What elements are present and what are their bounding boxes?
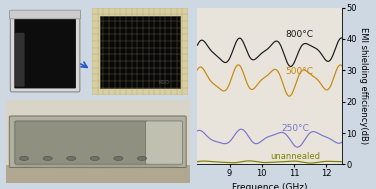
- Circle shape: [43, 156, 52, 160]
- Circle shape: [114, 156, 123, 160]
- Y-axis label: EMI shielding efficiency(dB): EMI shielding efficiency(dB): [359, 27, 368, 145]
- Text: 800°C: 800°C: [286, 30, 314, 39]
- Bar: [100, 16, 180, 88]
- FancyBboxPatch shape: [15, 33, 24, 87]
- Text: 250°C: 250°C: [281, 124, 309, 133]
- Text: 500°C: 500°C: [286, 67, 314, 76]
- FancyBboxPatch shape: [10, 10, 80, 19]
- FancyBboxPatch shape: [15, 121, 147, 164]
- Ellipse shape: [15, 163, 180, 168]
- Circle shape: [67, 156, 76, 160]
- FancyBboxPatch shape: [9, 116, 186, 167]
- X-axis label: Frequence (GHz): Frequence (GHz): [232, 183, 308, 189]
- Text: RGO: RGO: [159, 80, 170, 85]
- Circle shape: [20, 156, 29, 160]
- Circle shape: [90, 156, 99, 160]
- Text: unannealed: unannealed: [270, 152, 320, 161]
- FancyBboxPatch shape: [146, 121, 182, 164]
- Bar: [6, 165, 190, 183]
- FancyBboxPatch shape: [14, 19, 76, 88]
- FancyBboxPatch shape: [11, 12, 80, 92]
- Circle shape: [137, 156, 147, 160]
- Bar: [6, 100, 190, 165]
